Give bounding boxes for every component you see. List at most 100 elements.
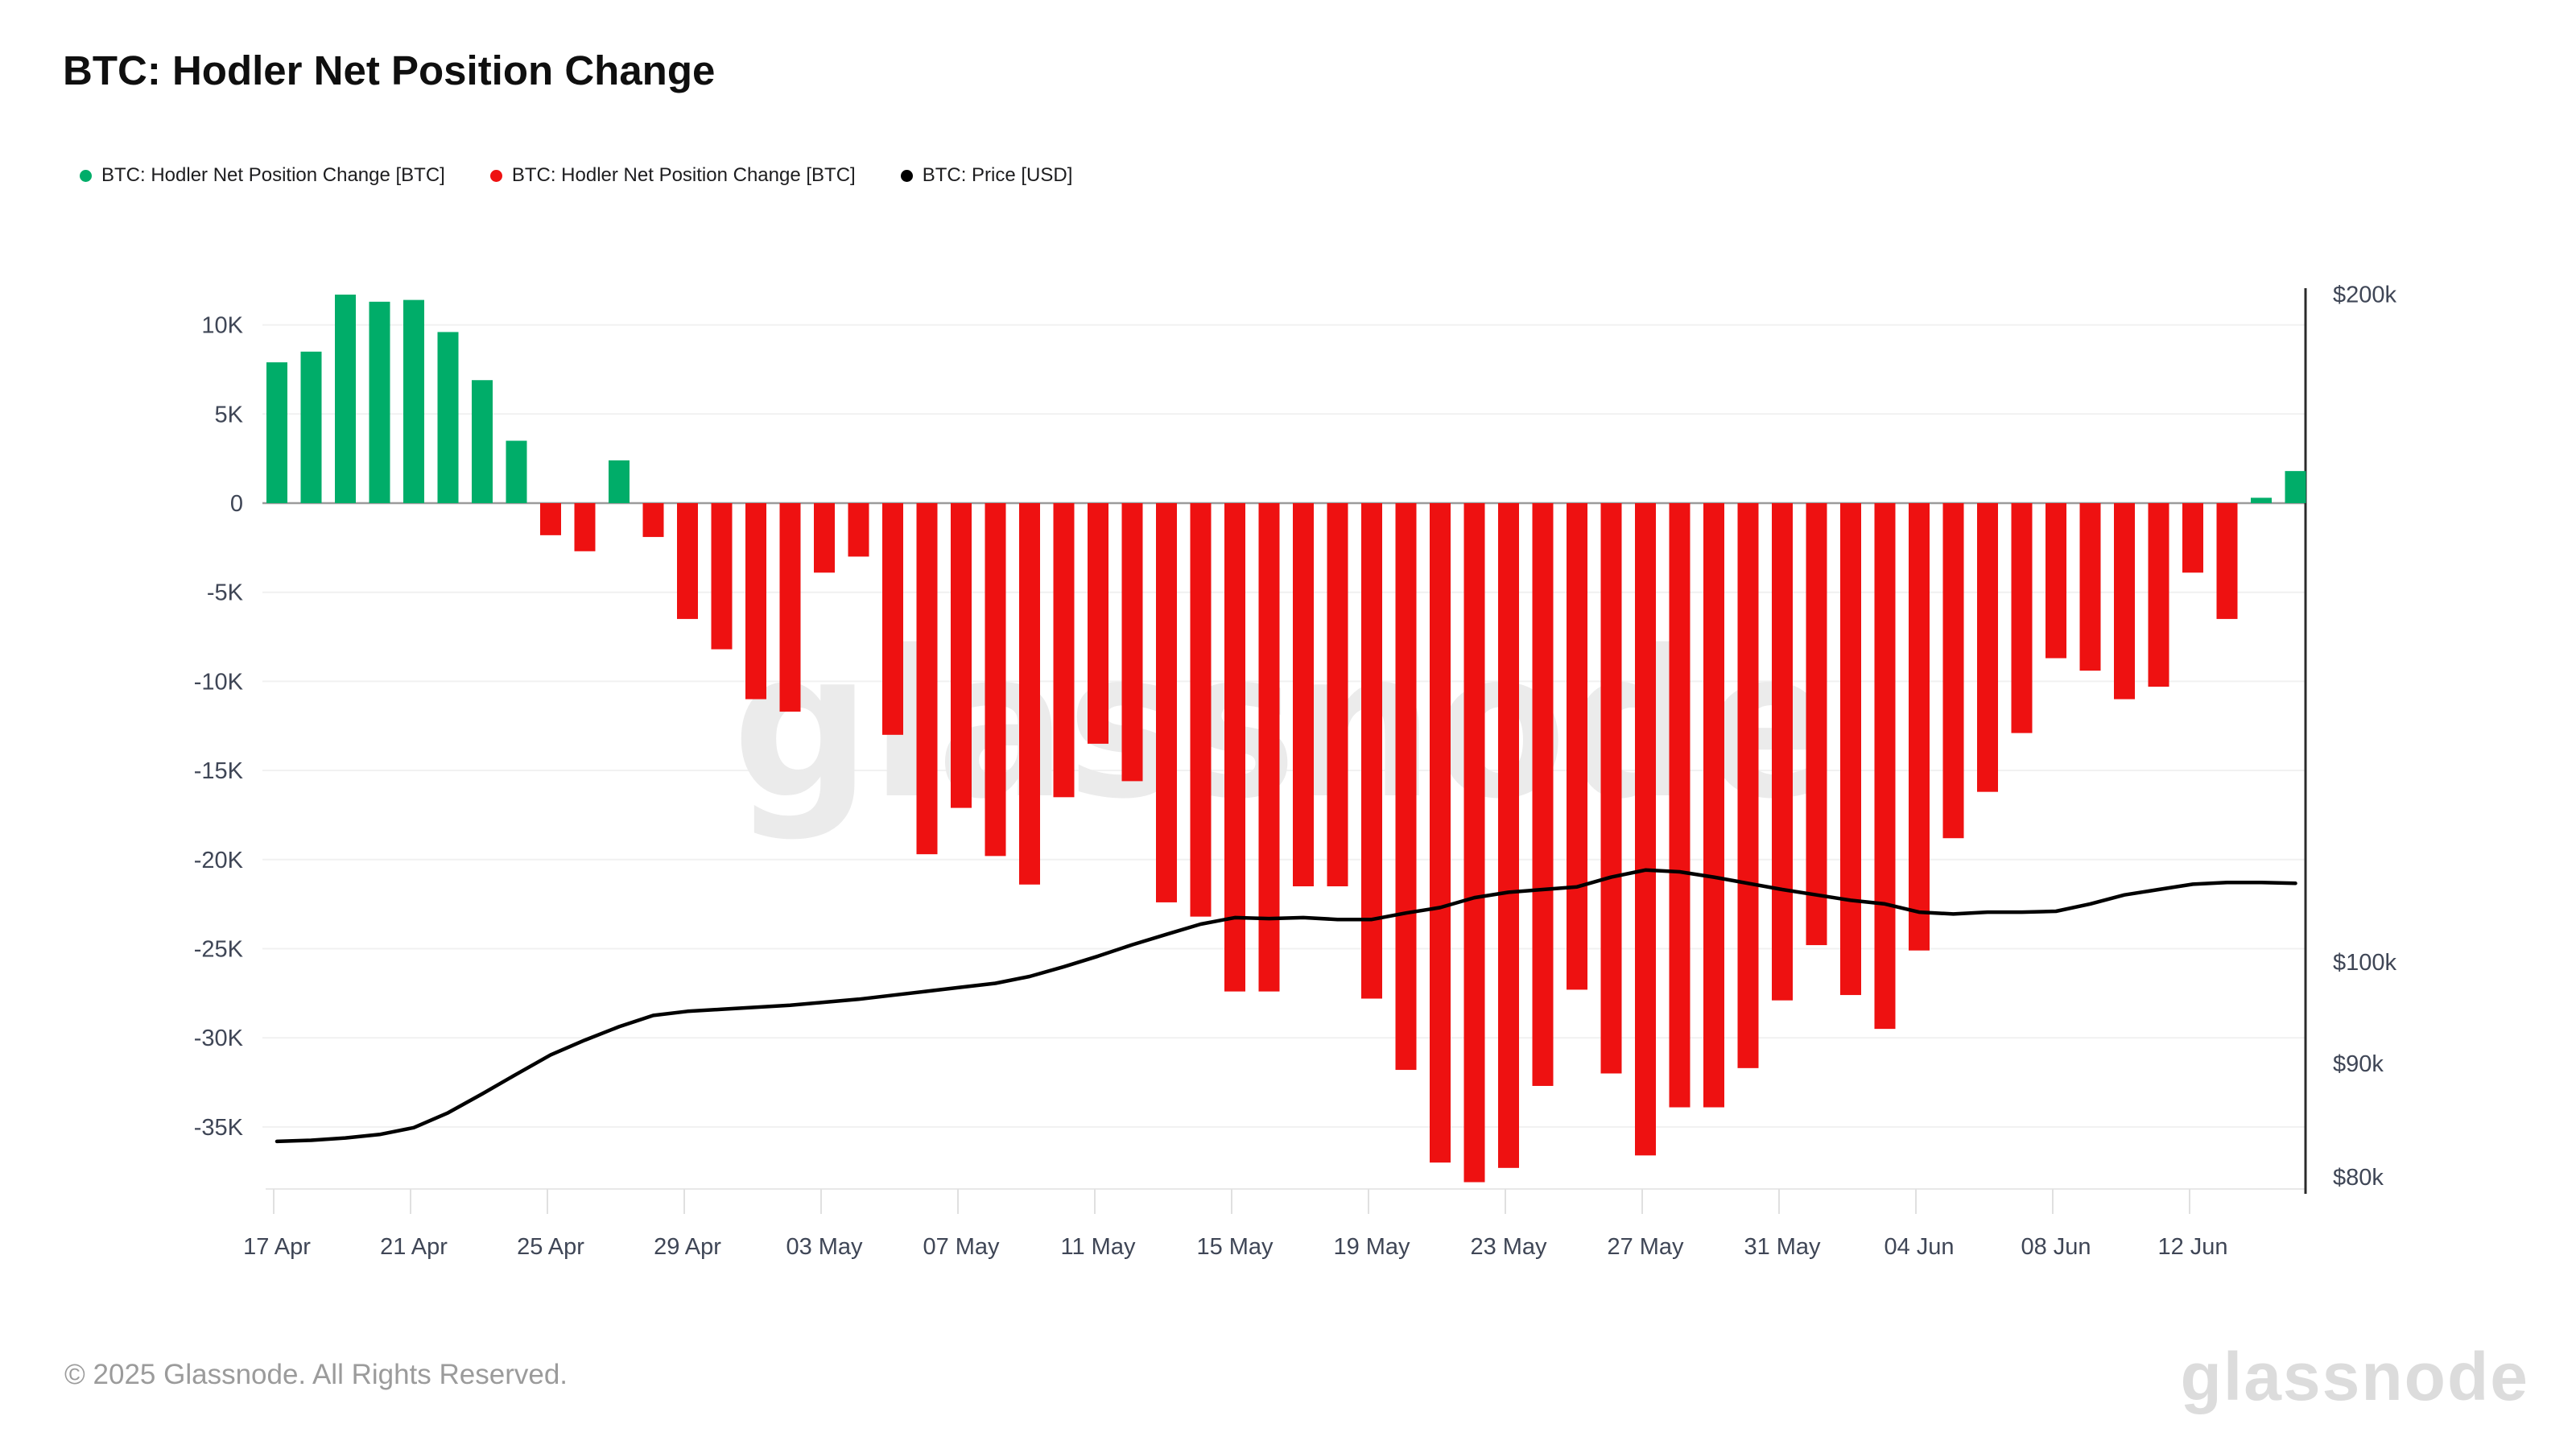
net-position-bar[interactable]	[574, 503, 596, 551]
y-axis-tick-label: 10K	[201, 313, 243, 339]
net-position-bar[interactable]	[848, 503, 869, 557]
x-axis-tick-label: 31 May	[1744, 1234, 1821, 1260]
net-position-bar[interactable]	[1532, 503, 1554, 1086]
y-axis-tick-label: -5K	[207, 580, 244, 606]
net-position-bar[interactable]	[1327, 503, 1348, 887]
net-position-bar[interactable]	[1258, 503, 1280, 992]
price-axis-tick-label: $80k	[2333, 1165, 2384, 1191]
net-position-bar[interactable]	[1635, 503, 1656, 1156]
x-axis-tick-label: 08 Jun	[2021, 1234, 2091, 1260]
x-axis-tick-label: 07 May	[923, 1234, 1000, 1260]
net-position-bar[interactable]	[300, 351, 322, 503]
price-axis-tick-label: $200k	[2333, 282, 2397, 308]
legend-item-hodler-negative[interactable]: BTC: Hodler Net Position Change [BTC]	[489, 164, 856, 187]
net-position-bar[interactable]	[1567, 503, 1587, 990]
x-axis-tick-label: 19 May	[1333, 1234, 1410, 1260]
y-axis-tick-label: -10K	[194, 669, 244, 695]
net-position-bar[interactable]	[1019, 503, 1040, 885]
net-position-bar[interactable]	[472, 380, 493, 503]
net-position-bar[interactable]	[2182, 503, 2203, 573]
copyright-text: © 2025 Glassnode. All Rights Reserved.	[64, 1359, 568, 1390]
net-position-bar[interactable]	[1942, 503, 1964, 839]
price-axis-tick-label: $100k	[2333, 950, 2397, 976]
net-position-bar[interactable]	[985, 503, 1006, 857]
net-position-bar[interactable]	[1088, 503, 1108, 744]
net-position-bar[interactable]	[1430, 503, 1451, 1163]
x-axis-tick-label: 15 May	[1196, 1234, 1274, 1260]
price-line	[275, 868, 2297, 1144]
net-position-bar[interactable]	[1874, 503, 1896, 1030]
net-position-bar[interactable]	[1977, 503, 1998, 792]
x-axis-tick-label: 03 May	[786, 1234, 863, 1260]
x-axis-tick-label: 11 May	[1061, 1234, 1136, 1260]
net-position-bar[interactable]	[2216, 503, 2238, 619]
y-axis-tick-label: -35K	[194, 1115, 244, 1141]
net-position-bar[interactable]	[1737, 503, 1759, 1068]
net-position-bar[interactable]	[1190, 503, 1212, 917]
page-title: BTC: Hodler Net Position Change	[63, 47, 716, 93]
net-position-bar[interactable]	[2046, 503, 2066, 658]
net-position-bar[interactable]	[1293, 503, 1314, 887]
net-position-bar[interactable]	[2114, 503, 2135, 700]
net-position-bar[interactable]	[745, 503, 766, 700]
green-dot-icon	[80, 169, 92, 182]
net-position-bar[interactable]	[403, 299, 424, 503]
net-position-bar[interactable]	[916, 503, 938, 855]
net-position-bar[interactable]	[1361, 503, 1382, 999]
net-position-bar[interactable]	[437, 332, 459, 503]
net-position-bar[interactable]	[1463, 503, 1485, 1183]
red-dot-icon	[489, 169, 502, 182]
x-axis-tick-label: 23 May	[1470, 1234, 1547, 1260]
y-axis-tick-label: -15K	[194, 758, 244, 784]
y-axis-tick-label: -30K	[194, 1026, 244, 1051]
net-position-bar[interactable]	[1498, 503, 1519, 1168]
net-position-bar[interactable]	[1395, 503, 1417, 1071]
net-position-bar[interactable]	[1772, 503, 1793, 1001]
net-position-bar[interactable]	[677, 503, 698, 619]
y-axis-tick-label: -20K	[194, 848, 244, 873]
black-dot-icon	[900, 169, 913, 182]
net-position-bar[interactable]	[642, 503, 664, 538]
net-position-bar[interactable]	[335, 294, 356, 503]
legend-item-hodler-positive[interactable]: BTC: Hodler Net Position Change [BTC]	[80, 164, 445, 187]
net-position-bar[interactable]	[2011, 503, 2033, 733]
legend-label: BTC: Price [USD]	[922, 164, 1073, 186]
x-axis-tick-label: 29 Apr	[654, 1234, 721, 1260]
net-position-bar[interactable]	[2079, 503, 2101, 671]
net-position-bar[interactable]	[1156, 503, 1177, 902]
net-position-bar[interactable]	[2285, 471, 2306, 503]
x-axis-tick-label: 27 May	[1607, 1234, 1684, 1260]
x-axis-tick-label: 25 Apr	[517, 1234, 584, 1260]
net-position-bar[interactable]	[951, 503, 972, 808]
net-position-bar[interactable]	[882, 503, 903, 735]
net-position-bar[interactable]	[266, 362, 287, 503]
y-axis-tick-label: -25K	[194, 937, 244, 963]
net-position-bar[interactable]	[1053, 503, 1075, 798]
net-position-bar[interactable]	[814, 503, 835, 573]
legend-item-price[interactable]: BTC: Price [USD]	[900, 164, 1073, 187]
legend-label: BTC: Hodler Net Position Change [BTC]	[101, 164, 445, 186]
net-position-bar[interactable]	[1806, 503, 1827, 946]
net-position-bar[interactable]	[1121, 503, 1143, 782]
net-position-bar[interactable]	[1703, 503, 1724, 1108]
net-position-bar[interactable]	[1224, 503, 1245, 992]
net-position-bar[interactable]	[1600, 503, 1622, 1074]
net-position-bar[interactable]	[711, 503, 733, 650]
net-position-bar[interactable]	[540, 503, 561, 535]
x-axis-tick-label: 17 Apr	[243, 1234, 311, 1260]
net-position-bar[interactable]	[369, 301, 390, 503]
chart-legend: BTC: Hodler Net Position Change [BTC] BT…	[80, 164, 1072, 187]
net-position-bar[interactable]	[1669, 503, 1690, 1108]
net-position-bar[interactable]	[2148, 503, 2169, 687]
net-position-bar[interactable]	[506, 440, 527, 503]
net-position-bar[interactable]	[1909, 503, 1930, 951]
net-position-bar[interactable]	[609, 460, 630, 503]
net-position-bar[interactable]	[2251, 497, 2272, 503]
net-position-bar[interactable]	[779, 503, 801, 712]
price-axis-tick-label: $90k	[2333, 1051, 2384, 1077]
net-position-bar[interactable]	[1840, 503, 1861, 996]
x-axis-tick-label: 12 Jun	[2157, 1234, 2227, 1260]
x-axis-tick-label: 04 Jun	[1884, 1234, 1954, 1260]
